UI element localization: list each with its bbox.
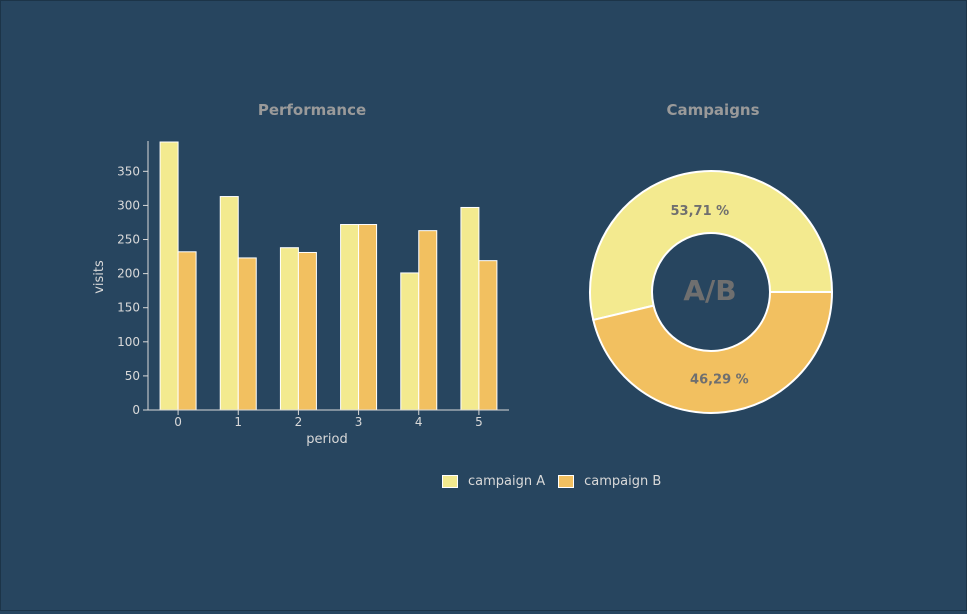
donut-slice-label-campaign-a: 53,71 % bbox=[671, 204, 730, 219]
donut-slice-campaign-b[interactable] bbox=[592, 291, 834, 414]
legend-item-campaign-a[interactable]: campaign A bbox=[442, 474, 545, 489]
bar-campaign-a[interactable] bbox=[159, 141, 179, 411]
x-tick-label: 2 bbox=[295, 415, 303, 429]
donut-slice-label-campaign-b: 46,29 % bbox=[690, 373, 749, 388]
x-axis-label: period bbox=[306, 432, 347, 447]
bar-campaign-b[interactable] bbox=[237, 257, 257, 411]
legend-item-campaign-b[interactable]: campaign B bbox=[558, 474, 661, 489]
y-axis-label: visits bbox=[92, 260, 107, 294]
bar-campaign-a[interactable] bbox=[460, 206, 480, 411]
legend-label-campaign-b: campaign B bbox=[584, 474, 662, 489]
bar-campaign-b[interactable] bbox=[177, 251, 197, 411]
x-tick-label: 0 bbox=[174, 415, 182, 429]
x-tick-label: 1 bbox=[234, 415, 242, 429]
bar-campaign-a[interactable] bbox=[219, 196, 239, 411]
y-tick-label: 0 bbox=[132, 403, 140, 417]
legend-label-campaign-a: campaign A bbox=[468, 474, 546, 489]
y-tick-label: 200 bbox=[117, 267, 140, 281]
bar-chart: Performance 0 50 100 150 200 250 300 350 0 1 2 3 4 5… bbox=[92, 101, 509, 447]
donut-center-label: A/B bbox=[683, 274, 736, 307]
donut-slice-campaign-a[interactable] bbox=[589, 169, 834, 322]
bar-campaign-b[interactable] bbox=[418, 230, 438, 411]
y-tick-label: 350 bbox=[117, 164, 140, 178]
x-tick-label: 4 bbox=[415, 415, 423, 429]
bar-chart-title: Performance bbox=[258, 101, 366, 119]
legend-swatch-campaign-a bbox=[442, 475, 458, 488]
bar-campaign-a[interactable] bbox=[279, 247, 299, 411]
legend-swatch-campaign-b bbox=[558, 475, 575, 488]
y-axis-ticks: 0 50 100 150 200 250 300 350 bbox=[117, 164, 148, 417]
bar-campaign-b[interactable] bbox=[478, 260, 498, 411]
donut-slice-labels: 53,71 % 46,29 % bbox=[671, 204, 749, 388]
y-tick-label: 150 bbox=[117, 301, 140, 315]
x-axis-ticks: 0 1 2 3 4 5 bbox=[174, 410, 483, 429]
bar-campaign-a[interactable] bbox=[400, 272, 420, 411]
bar-campaign-a[interactable] bbox=[340, 224, 360, 411]
x-tick-label: 3 bbox=[355, 415, 363, 429]
donut-chart: Campaigns 53,71 % 46,29 % A/B bbox=[589, 101, 834, 414]
y-tick-label: 100 bbox=[117, 335, 140, 349]
y-tick-label: 300 bbox=[117, 198, 140, 212]
x-tick-label: 5 bbox=[475, 415, 483, 429]
donut-slices bbox=[589, 169, 834, 414]
chart-legend: campaign A campaign B bbox=[442, 474, 674, 489]
bar-campaign-b[interactable] bbox=[297, 251, 317, 411]
bar-campaign-b[interactable] bbox=[358, 224, 378, 411]
bars bbox=[159, 141, 498, 411]
y-tick-label: 50 bbox=[125, 369, 140, 383]
y-tick-label: 250 bbox=[117, 233, 140, 247]
donut-chart-title: Campaigns bbox=[666, 101, 759, 119]
